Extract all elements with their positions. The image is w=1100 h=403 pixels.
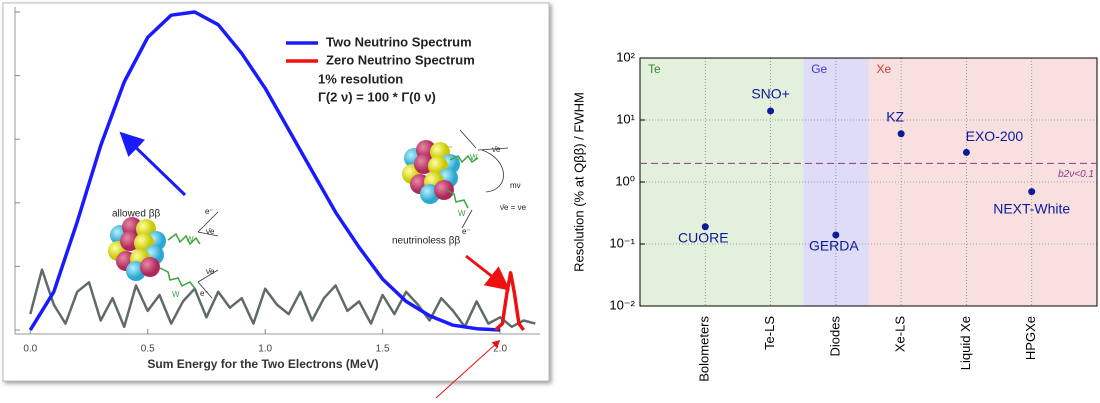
region-label: Xe xyxy=(877,62,892,76)
x-tick-label: HPGXe xyxy=(1023,316,1038,360)
y-tick-label: 10¹ xyxy=(616,111,635,126)
x-tick-label: Bolometers xyxy=(697,316,712,382)
legend-label: Zero Neutrino Spectrum xyxy=(326,52,475,67)
region-label: Te xyxy=(648,62,661,76)
resolution-chart: Te Ge Xe 10⁻² 10⁻¹ 10⁰ 10¹ 10² Bolometers Te-LS Di… xyxy=(571,49,1098,382)
data-point xyxy=(1028,188,1036,196)
data-point xyxy=(767,107,775,115)
x-tick-label: Liquid Xe xyxy=(958,316,973,370)
fermion-line xyxy=(197,269,219,283)
diagram-label: ν̄e xyxy=(492,145,501,154)
spectrum-chart: 0.0 0.5 1.0 1.5 2.0 Sum Energy for the Two El… xyxy=(14,7,540,399)
plot-frame xyxy=(639,57,1098,307)
annotation: 1% resolution xyxy=(318,71,403,86)
diagram-label: ν̄e = νe xyxy=(500,203,527,212)
fermion-line xyxy=(197,231,219,237)
x-tick-label: Diodes xyxy=(827,316,842,357)
fermion-line xyxy=(461,209,473,229)
fermion-line xyxy=(477,147,509,151)
y-tick-label: 10⁰ xyxy=(615,173,635,188)
x-tick-label: 1.5 xyxy=(376,344,390,355)
w-boson xyxy=(167,232,201,246)
w-boson xyxy=(159,267,197,291)
point-label: EXO-200 xyxy=(966,128,1024,144)
x-axis-label: Sum Energy for the Two Electrons (MeV) xyxy=(147,357,378,371)
diagram-label: e⁻ xyxy=(205,207,214,216)
data-point xyxy=(897,130,905,138)
y-tick-label: 10⁻¹ xyxy=(609,235,635,250)
annotation: allowed ββ xyxy=(112,209,160,220)
x-tick-label: Xe-LS xyxy=(893,316,908,352)
fermion-line xyxy=(197,281,213,299)
diagram-label: ν̄e xyxy=(206,267,215,276)
fermion-line xyxy=(481,149,504,193)
diagram-label: W xyxy=(470,153,478,162)
series-line xyxy=(29,268,536,329)
fermion-line xyxy=(459,129,477,149)
reference-label: b2ν<0.1 xyxy=(1058,169,1094,180)
y-tick-label: 10² xyxy=(616,49,635,64)
diagram-label: W xyxy=(186,235,194,244)
point-label: SNO+ xyxy=(751,86,790,102)
series-line xyxy=(28,10,501,332)
arrow xyxy=(119,131,187,197)
arrow xyxy=(435,339,501,399)
point-label: KZ xyxy=(886,108,904,124)
diagram-label: W xyxy=(458,209,466,218)
x-tick-label: 0.0 xyxy=(23,344,37,355)
x-tick-label: 0.5 xyxy=(141,344,155,355)
data-point xyxy=(962,148,970,156)
legend-label: Two Neutrino Spectrum xyxy=(326,34,472,49)
diagram-label: e⁻ xyxy=(200,289,209,298)
w-boson xyxy=(449,154,479,164)
data-point xyxy=(832,231,840,239)
x-tick-label: 1.0 xyxy=(258,344,272,355)
diagram-label: mν xyxy=(510,181,521,190)
y-tick-label: 10⁻² xyxy=(609,297,635,312)
diagram-label: W xyxy=(172,290,180,299)
y-axis-label: Resolution (% at Qββ) / FWHM xyxy=(571,92,586,272)
annotation: Γ(2 ν) = 100 * Γ(0 ν) xyxy=(318,89,436,104)
diagram-label: ν̄e xyxy=(206,227,215,236)
fermion-line xyxy=(197,211,219,233)
diagram-label: e⁻ xyxy=(462,227,471,236)
point-label: NEXT-White xyxy=(993,200,1070,216)
nucleon xyxy=(434,180,454,200)
point-label: GERDA xyxy=(809,238,859,254)
w-boson xyxy=(445,189,469,209)
series-line xyxy=(494,271,526,332)
data-point xyxy=(701,223,709,231)
annotation: neutrinoless ββ xyxy=(392,236,460,247)
x-tick-label: 2.0 xyxy=(493,344,507,355)
arrow xyxy=(465,254,511,291)
x-tick-label: Te-LS xyxy=(762,316,777,350)
nucleon xyxy=(140,257,160,277)
region-label: Ge xyxy=(811,62,827,76)
point-label: CUORE xyxy=(678,229,729,245)
